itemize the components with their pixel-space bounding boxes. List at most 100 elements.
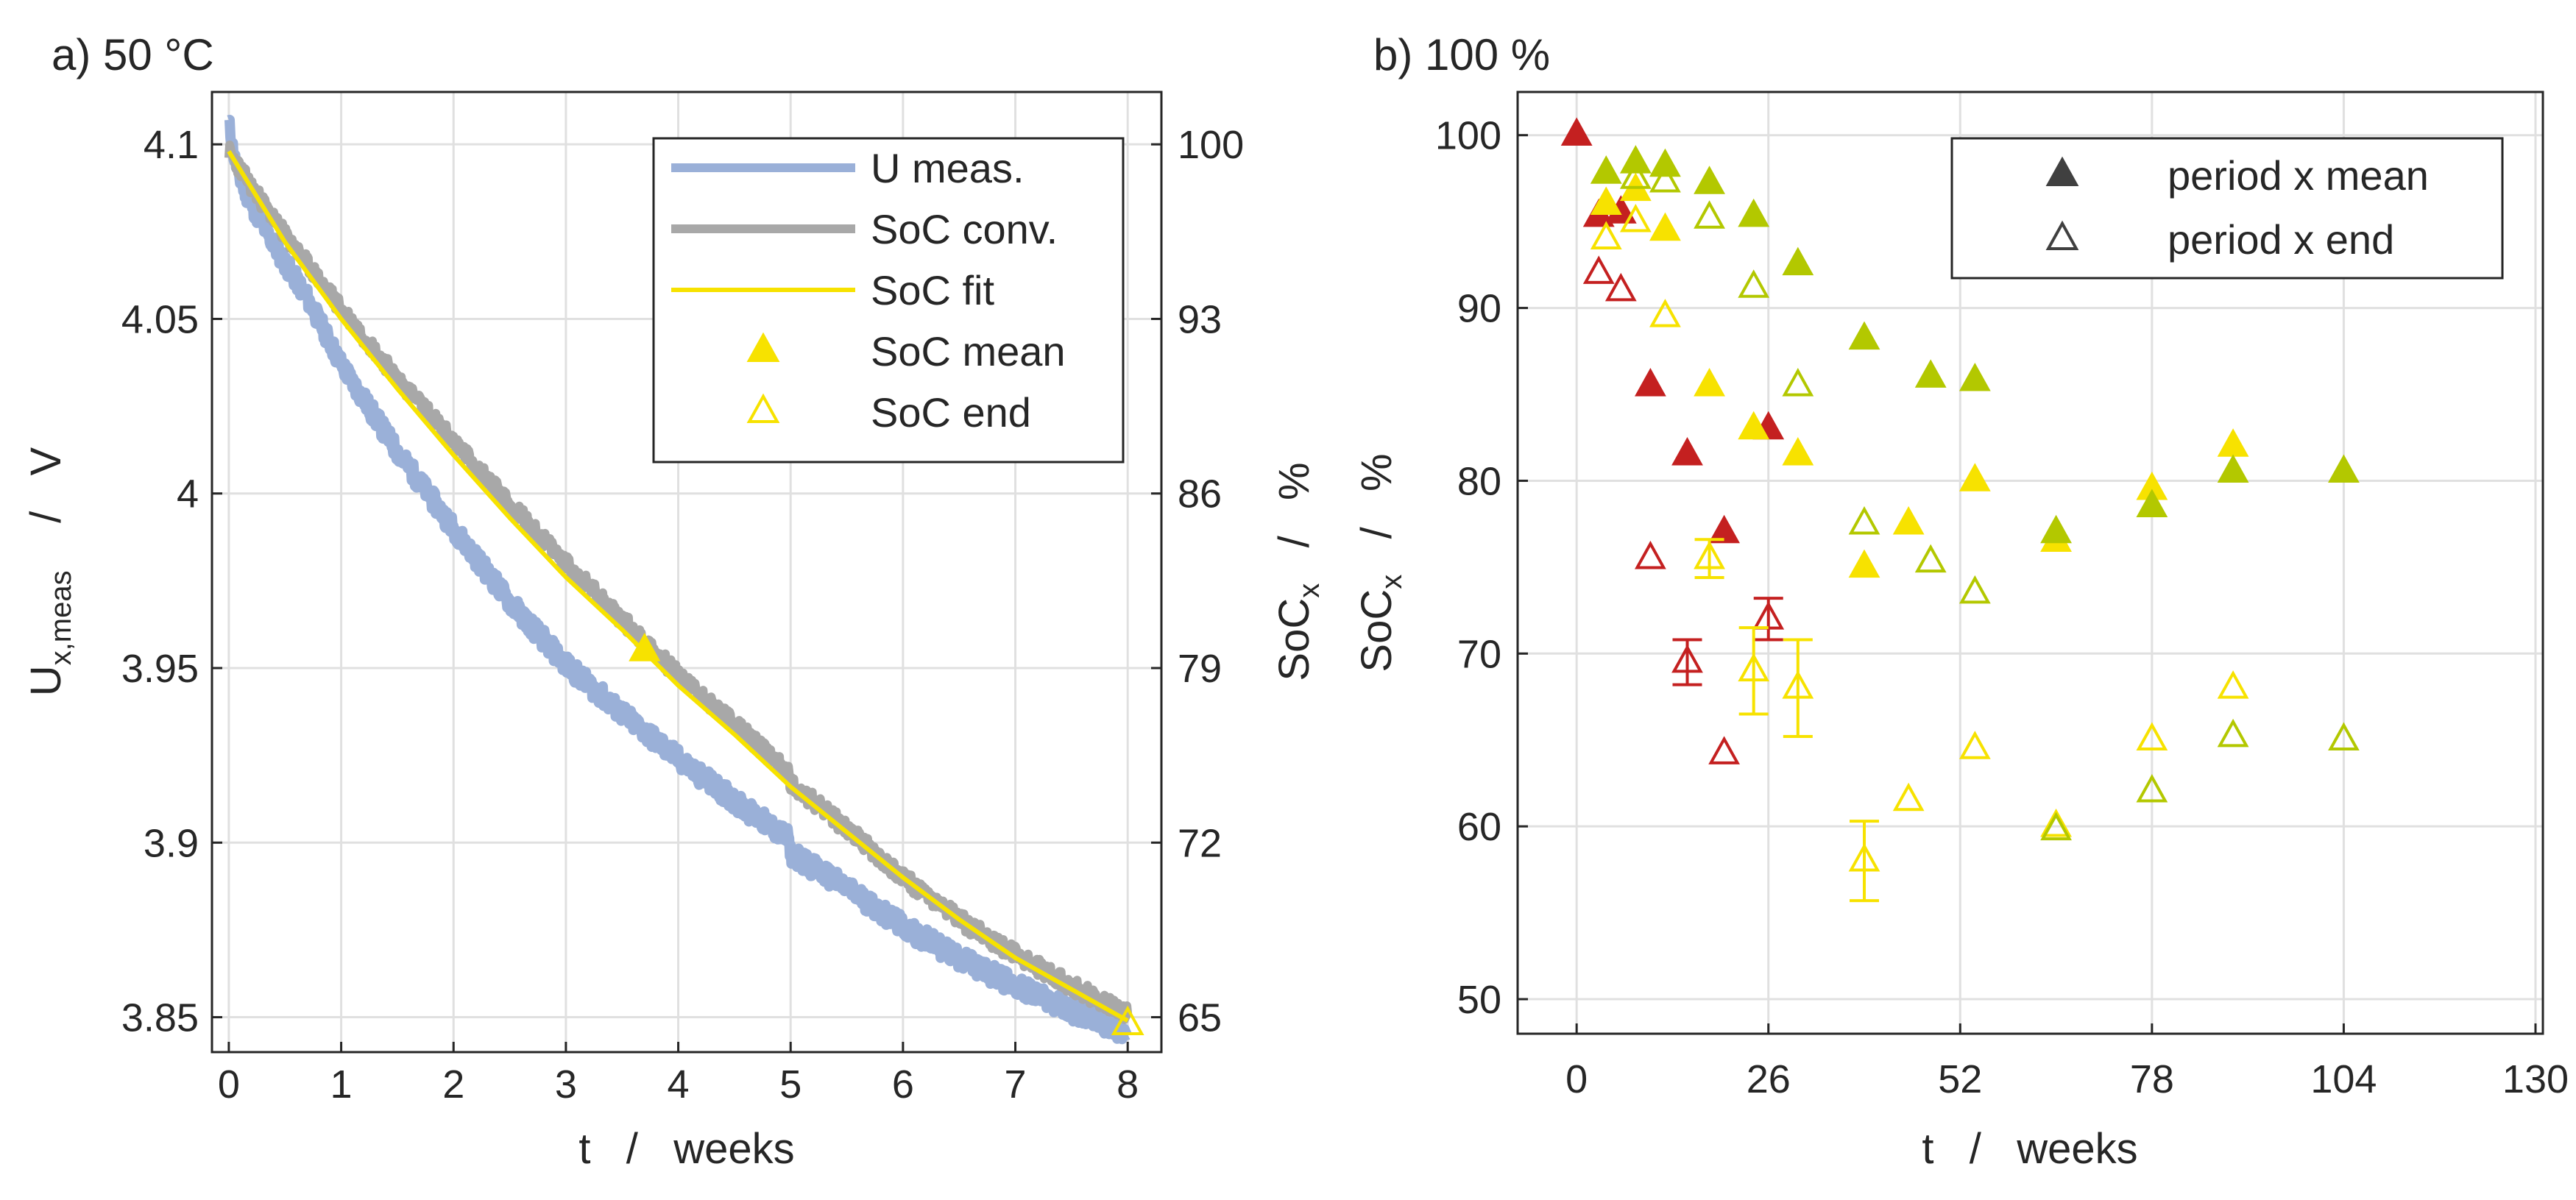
end-marker bbox=[1782, 670, 1814, 699]
end-marker bbox=[1958, 731, 1991, 759]
end-marker bbox=[1590, 221, 1622, 249]
end-marker bbox=[2328, 722, 2360, 751]
panel-b-title: b) 100 % bbox=[1373, 30, 1550, 79]
end-marker bbox=[1634, 540, 1666, 569]
end-marker bbox=[1892, 782, 1925, 812]
panel-a-ytick-label-right: 86 bbox=[1178, 472, 1222, 516]
panel-a-ticks: 0 1 2 3 4 5 6 7 8 3.85 65 3.9 72 3.95 79 4 86 4.05 93 4.1 10… bbox=[121, 123, 1244, 1107]
mean-marker bbox=[1671, 437, 1703, 466]
mean-marker bbox=[1708, 514, 1741, 544]
end-marker bbox=[1914, 544, 1947, 573]
panel-a-ytick-label-right: 100 bbox=[1178, 123, 1244, 167]
panel-a-legend-label: SoC fit bbox=[871, 267, 994, 313]
mean-marker bbox=[1560, 117, 1593, 146]
end-marker bbox=[2040, 808, 2072, 837]
panel-b-ytick-label: 100 bbox=[1435, 114, 1501, 158]
end-marker bbox=[2040, 812, 2072, 841]
mean-marker bbox=[1694, 166, 1725, 194]
panel-a-ylabel: Ux,meas / V bbox=[22, 447, 77, 696]
mean-marker bbox=[2328, 454, 2360, 483]
panel-b-chart: b) 100 % 0 26 52 78 104 130 50 60 70 80 90 100 t / … bbox=[1353, 30, 2569, 1173]
panel-a-ytick-label: 3.9 bbox=[144, 821, 199, 865]
end-marker bbox=[2217, 670, 2249, 699]
panel-b-legend-label: period x mean bbox=[2168, 152, 2429, 199]
end-marker bbox=[1694, 540, 1725, 569]
mean-marker bbox=[1782, 437, 1814, 466]
panel-a-ytick-label-right: 93 bbox=[1178, 297, 1222, 341]
panel-b-xtick-label: 0 bbox=[1565, 1057, 1588, 1101]
end-marker bbox=[1738, 269, 1770, 298]
mean-marker bbox=[1634, 368, 1666, 397]
mean-marker bbox=[1738, 198, 1770, 227]
end-marker bbox=[1848, 505, 1880, 535]
mean-marker bbox=[1590, 155, 1622, 184]
panel-a-ytick-label: 4.1 bbox=[144, 123, 199, 167]
panel-a-ytick-label: 4 bbox=[177, 472, 199, 516]
panel-a-legend-label: SoC conv. bbox=[871, 206, 1058, 252]
panel-a-ytick-label-right: 72 bbox=[1178, 821, 1222, 865]
panel-a-legend-box bbox=[652, 137, 1125, 464]
end-marker bbox=[1782, 368, 1814, 397]
mean-marker bbox=[1649, 148, 1681, 177]
mean-marker bbox=[1892, 505, 1925, 535]
panel-a-xtick-label: 3 bbox=[555, 1062, 577, 1107]
end-marker bbox=[1694, 200, 1725, 229]
panel-b-ylabel: SoCx / % bbox=[1353, 453, 1408, 672]
legend-swatch bbox=[2045, 156, 2079, 186]
panel-a-xlabel: t / weeks bbox=[578, 1125, 794, 1173]
panel-b-ytick-label: 80 bbox=[1457, 459, 1501, 503]
panel-b-xtick-label: 104 bbox=[2310, 1057, 2377, 1101]
mean-marker bbox=[1694, 368, 1725, 397]
panel-a-xtick-label: 5 bbox=[779, 1062, 802, 1107]
panel-a-series bbox=[224, 115, 1144, 1045]
legend-swatch bbox=[746, 393, 780, 423]
panel-b-legend-label: period x end bbox=[2168, 216, 2394, 263]
panel-a-xtick-label: 1 bbox=[330, 1062, 353, 1107]
panel-b-ytick-label: 60 bbox=[1457, 805, 1501, 849]
u-meas-line bbox=[224, 115, 1133, 1045]
mean-marker bbox=[1619, 145, 1652, 174]
end-marker bbox=[1671, 644, 1703, 673]
end-marker bbox=[2136, 773, 2168, 803]
panel-b-series bbox=[1560, 117, 2360, 903]
end-marker bbox=[2217, 718, 2249, 748]
panel-a-xtick-label: 4 bbox=[668, 1062, 690, 1107]
panel-a-legend-label: SoC end bbox=[871, 389, 1031, 436]
panel-a-ytick-label: 3.85 bbox=[121, 996, 199, 1040]
mean-marker bbox=[2136, 489, 2168, 517]
mean-marker bbox=[2217, 454, 2249, 483]
panel-a-ylabel-right: SoCx / % bbox=[1270, 462, 1326, 681]
panel-b-xtick-label: 52 bbox=[1938, 1057, 1982, 1101]
panel-b-grid bbox=[1518, 92, 2543, 1034]
panel-b-ytick-label: 90 bbox=[1457, 287, 1501, 331]
legend-swatch bbox=[2045, 220, 2079, 250]
end-marker bbox=[1708, 736, 1741, 764]
panel-a-ytick-label-right: 79 bbox=[1178, 647, 1222, 691]
soc-fit-line bbox=[227, 150, 1129, 1023]
mean-marker bbox=[2217, 428, 2249, 457]
mean-marker bbox=[1958, 463, 1991, 491]
panel-b-legend: period x mean period x end bbox=[1950, 137, 2504, 280]
panel-a-ytick-label-right: 65 bbox=[1178, 996, 1222, 1040]
mean-marker bbox=[2040, 514, 2072, 544]
end-marker bbox=[1649, 163, 1681, 193]
end-marker bbox=[1958, 575, 1991, 604]
mean-marker bbox=[1848, 549, 1880, 578]
panel-a-chart: a) 50 °C 0 1 2 3 4 5 6 7 8 3.85 65 3.9 72 3.95 79 4 86 4.… bbox=[22, 30, 1326, 1173]
mean-marker bbox=[1649, 212, 1681, 241]
panel-b-xtick-label: 130 bbox=[2502, 1057, 2569, 1101]
mean-marker bbox=[1590, 186, 1622, 215]
mean-marker bbox=[1914, 359, 1947, 388]
mean-marker bbox=[1848, 321, 1880, 350]
mean-marker bbox=[1958, 363, 1991, 391]
panel-b-xtick-label: 26 bbox=[1747, 1057, 1791, 1101]
panel-a-xtick-label: 6 bbox=[892, 1062, 914, 1107]
panel-b-xtick-label: 78 bbox=[2130, 1057, 2174, 1101]
mean-marker bbox=[1782, 246, 1814, 276]
panel-b-ticks: 0 26 52 78 104 130 50 60 70 80 90 100 bbox=[1435, 114, 2569, 1101]
panel-b-xlabel: t / weeks bbox=[1922, 1125, 2137, 1173]
end-marker bbox=[1582, 255, 1615, 284]
end-marker bbox=[1752, 601, 1785, 630]
panel-a-ytick-label: 3.95 bbox=[121, 647, 199, 691]
